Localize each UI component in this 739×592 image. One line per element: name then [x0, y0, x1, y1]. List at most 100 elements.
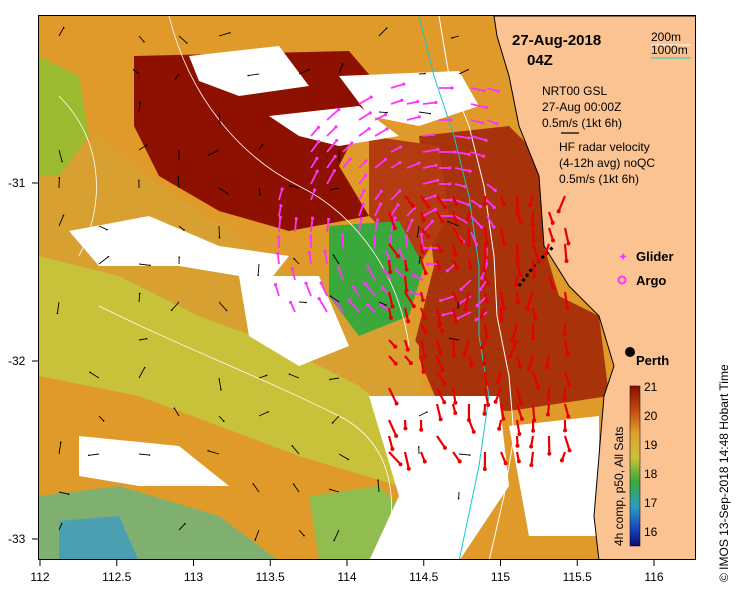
hf-arrow-head: [317, 139, 321, 144]
cloud-gap-mid: [239, 276, 349, 366]
hf-arrow: [326, 155, 336, 169]
current-arrow-head: [207, 449, 209, 452]
model-arrow-head: [515, 443, 520, 448]
current-arrow: [449, 337, 460, 341]
hf-arrow: [406, 116, 420, 121]
scale-1000m: 1000m: [651, 43, 688, 57]
colorbar: 21 20 19 18 17 16 4h comp, p50, All Sats: [612, 380, 658, 547]
current-arrow-head: [173, 407, 176, 410]
current-arrow-head: [185, 42, 188, 44]
model-arrow-head: [452, 353, 457, 358]
hf-arrow-head: [448, 182, 452, 186]
model-arrow: [511, 323, 519, 342]
current-arrow: [58, 523, 63, 531]
warm-water-region: [134, 51, 379, 231]
perth-marker[interactable]: [625, 347, 635, 357]
sla-contour-3: [98, 305, 392, 537]
current-arrow: [171, 301, 180, 311]
model-arrow-head: [543, 251, 548, 256]
hf-arrow: [420, 234, 424, 249]
model-arrow-head: [438, 322, 443, 327]
current-arrow-head: [145, 337, 148, 340]
current-arrow-head: [247, 74, 249, 77]
hf-arrow: [460, 279, 472, 290]
model-arrow-head: [398, 462, 403, 467]
land-western-australia: [493, 16, 695, 559]
hf-arrow-head: [364, 159, 368, 163]
model-arrow-head: [502, 241, 507, 246]
hf-arrow-head: [445, 269, 450, 273]
model-arrow-head: [567, 448, 572, 453]
current-arrow: [377, 480, 380, 493]
model-arrow-head: [515, 208, 520, 213]
current-arrow: [138, 367, 146, 379]
model-arrow-head: [404, 288, 409, 293]
hf-arrow: [390, 83, 405, 89]
model-arrow-head: [453, 411, 458, 416]
hf-arrow-head: [484, 105, 489, 110]
current-arrow: [298, 529, 305, 536]
model-arrow: [463, 339, 471, 355]
model-arrow-head: [390, 447, 395, 451]
model-arrow-head: [459, 239, 464, 244]
hf-arrow-head: [313, 188, 317, 192]
hf-arrow: [486, 183, 496, 192]
argo-marker-icon: [617, 275, 627, 285]
current-arrow: [248, 73, 260, 76]
model-arrow-head: [388, 315, 393, 320]
hf-arrow-head: [379, 189, 383, 193]
current-arrow-head: [132, 68, 135, 71]
model-arrow-head: [551, 238, 555, 243]
model-arrow-head: [563, 428, 568, 433]
hf-arrow-head: [294, 217, 298, 221]
model-arrow-head: [454, 202, 459, 207]
hf-arrow-head: [480, 276, 484, 280]
hf-arrow: [390, 190, 401, 201]
current-arrow-head: [257, 274, 259, 277]
hf-arrow: [470, 135, 487, 142]
model-arrow-head: [411, 304, 416, 309]
model-arrow-head: [518, 401, 523, 406]
model-arrow-head: [420, 297, 425, 302]
model-arrow-head: [484, 334, 489, 339]
hf-arrow: [470, 215, 483, 228]
hf-sub: (4-12h avg) noQC: [559, 156, 655, 170]
model-arrow-head: [465, 218, 470, 223]
hf-arrow: [358, 112, 371, 121]
model-arrow: [436, 435, 446, 449]
model-arrow-head: [393, 344, 398, 349]
model-arrow: [494, 387, 503, 403]
current-arrow-head: [145, 144, 148, 146]
current-arrow-head: [254, 539, 256, 541]
current-arrow: [58, 215, 64, 227]
hf-arrow: [454, 215, 467, 223]
hf-arrow-head: [496, 89, 500, 94]
model-arrow-head: [422, 354, 427, 359]
current-arrow: [330, 187, 340, 191]
model-arrow-head: [517, 432, 522, 436]
current-arrow-head: [385, 304, 387, 306]
hf-arrow: [405, 236, 408, 249]
hf-arrow: [374, 219, 379, 233]
hf-arrow: [358, 190, 366, 201]
hf-arrow: [457, 311, 472, 320]
hf-arrow-head: [315, 156, 319, 160]
sla-contour-2: [58, 95, 97, 257]
model-arrow: [563, 403, 570, 417]
hf-arrow: [454, 183, 466, 188]
current-arrow: [254, 529, 260, 541]
current-arrow-head: [288, 373, 291, 376]
hf-arrow-head: [319, 281, 323, 285]
current-arrow: [258, 187, 261, 195]
model-arrow: [563, 243, 568, 262]
hf-arrow: [367, 266, 376, 281]
hf-arrow-head: [279, 204, 283, 208]
colorbar-tick: 18: [644, 467, 658, 481]
model-arrow-head: [438, 417, 443, 422]
sst-map: 27-Aug-2018 04Z 200m 1000m NRT00 GSL 27-…: [39, 16, 695, 559]
model-arrow-head: [485, 299, 490, 304]
model-arrow: [435, 355, 444, 371]
model-arrow: [547, 227, 555, 241]
hf-arrow-head: [323, 249, 327, 253]
model-arrow-head: [566, 241, 571, 246]
